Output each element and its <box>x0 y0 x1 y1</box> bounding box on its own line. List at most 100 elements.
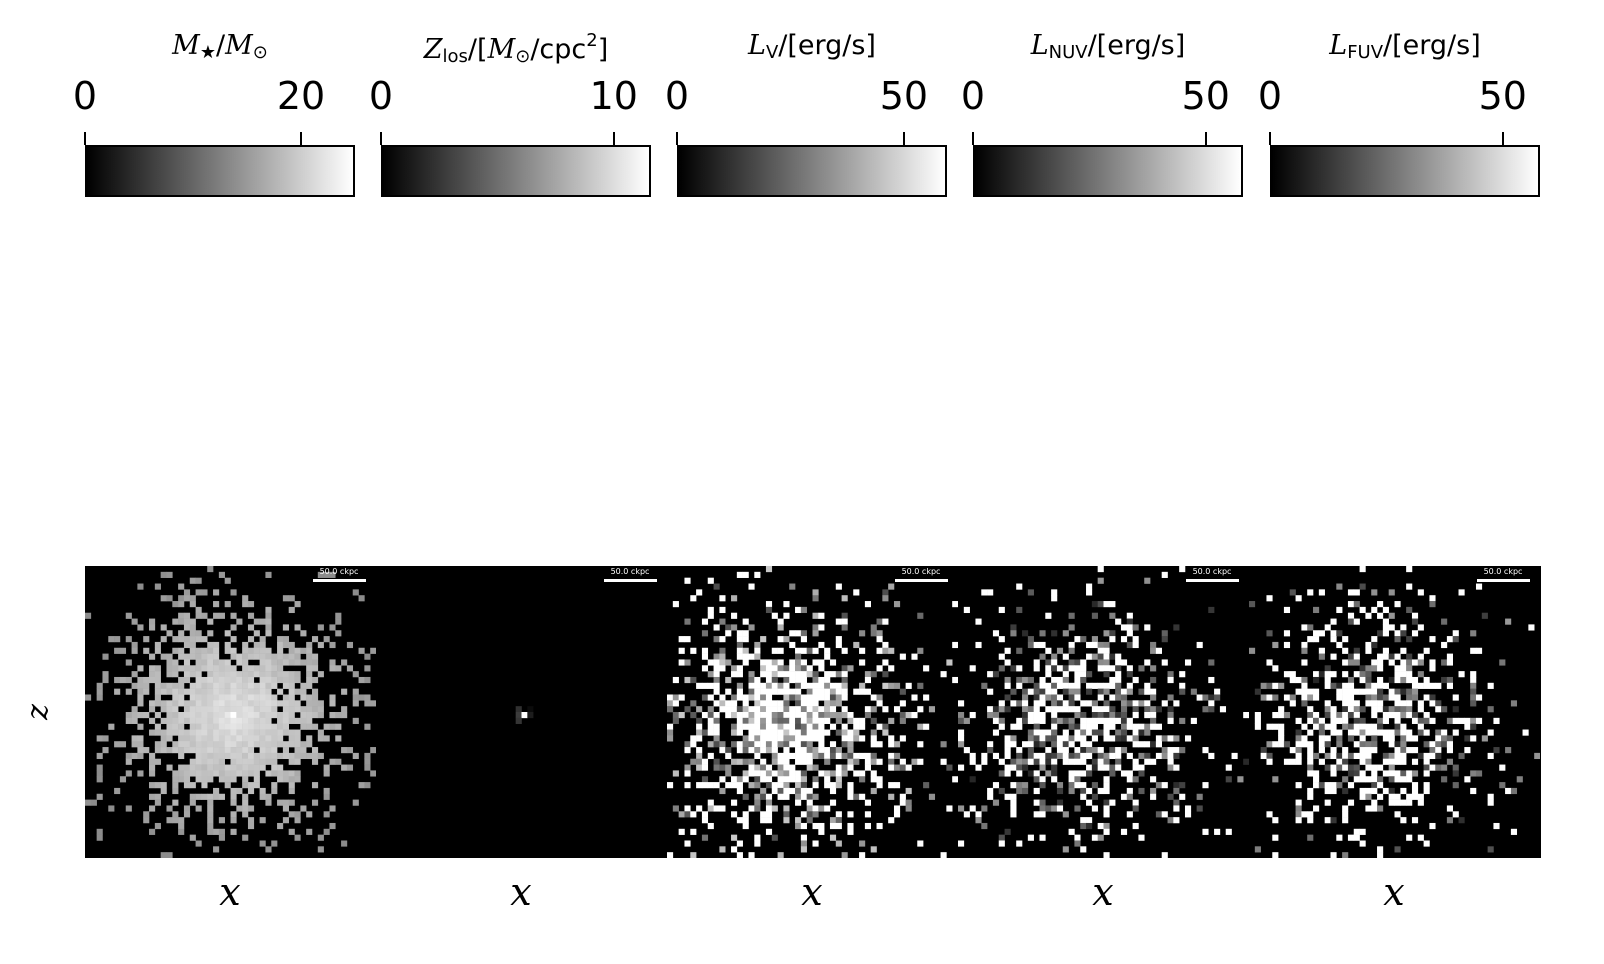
pixel <box>1039 676 1046 684</box>
pixel <box>306 741 313 748</box>
pixel <box>207 653 214 660</box>
pixel <box>352 694 359 701</box>
pixel <box>800 717 807 724</box>
pixel <box>183 712 191 719</box>
pixel <box>1371 712 1378 719</box>
pixel <box>1353 776 1360 783</box>
pixel <box>1086 682 1093 689</box>
pixel <box>1406 712 1413 719</box>
pixel <box>777 717 784 724</box>
pixel <box>1388 688 1395 695</box>
pixel <box>96 776 103 783</box>
pixel <box>172 601 179 608</box>
pixel <box>1004 682 1011 689</box>
pixel <box>1103 641 1110 649</box>
pixel <box>1126 793 1133 800</box>
pixel <box>1033 729 1040 736</box>
pixel <box>189 671 196 678</box>
pixel <box>265 729 272 736</box>
pixel <box>230 776 237 783</box>
pixel <box>893 764 901 771</box>
pixel <box>742 822 749 830</box>
pixel <box>1313 606 1320 614</box>
pixel <box>1400 671 1407 678</box>
pixel <box>806 717 813 724</box>
pixel <box>1452 706 1459 713</box>
pixel <box>1423 682 1430 689</box>
pixel <box>259 641 266 649</box>
pixel <box>870 717 877 724</box>
pixel <box>1301 659 1308 666</box>
pixel <box>1353 688 1360 695</box>
pixel <box>1027 676 1034 684</box>
pixel <box>213 846 220 853</box>
pixel <box>1400 723 1407 730</box>
pixel <box>1109 694 1116 701</box>
pixel <box>1080 729 1087 736</box>
pixel <box>765 676 773 684</box>
pixel <box>725 770 732 777</box>
pixel <box>1342 817 1349 824</box>
pixel <box>1365 747 1372 754</box>
pixel <box>201 793 208 800</box>
pixel <box>736 741 743 748</box>
pixel <box>1056 700 1064 707</box>
pixel <box>300 747 307 754</box>
pixel <box>277 770 284 777</box>
pixel <box>178 776 185 783</box>
pixel <box>230 793 237 800</box>
colorbar-tick-label: 0 <box>1257 74 1283 118</box>
pixel <box>777 636 784 643</box>
pixel <box>1429 659 1436 666</box>
pixel <box>1307 764 1314 771</box>
pixel <box>1074 729 1081 736</box>
pixel <box>1417 729 1424 736</box>
pixel <box>1022 676 1029 684</box>
pixel <box>1109 712 1116 719</box>
pixel <box>1470 717 1477 724</box>
pixel <box>678 636 685 643</box>
pixel <box>864 799 871 806</box>
pixel <box>789 630 796 637</box>
pixel <box>178 700 185 707</box>
pixel <box>1033 700 1040 707</box>
pixel <box>1411 782 1419 789</box>
pixel <box>1080 741 1087 748</box>
pixel <box>154 723 161 730</box>
pixel <box>998 840 1005 847</box>
pixel <box>294 817 301 824</box>
pixel <box>963 717 970 724</box>
pixel <box>294 729 301 736</box>
pixel <box>1120 828 1128 835</box>
pixel <box>795 676 802 684</box>
pixel <box>1068 776 1075 783</box>
pixel <box>1347 618 1355 625</box>
pixel <box>224 729 231 736</box>
pixel <box>85 799 92 806</box>
pixel <box>1184 805 1192 812</box>
pixel <box>958 741 965 748</box>
pixel <box>882 723 889 730</box>
pixel <box>1097 712 1104 719</box>
pixel <box>800 606 807 614</box>
pixel <box>841 618 848 625</box>
pixel <box>859 717 866 724</box>
pixel <box>777 793 784 800</box>
pixel <box>1359 840 1366 847</box>
pixel <box>1470 676 1477 684</box>
pixel <box>1307 787 1314 795</box>
pixel-map <box>1249 566 1540 858</box>
pixel <box>207 828 214 835</box>
pixel <box>329 659 336 666</box>
pixel <box>1062 747 1069 754</box>
pixel <box>777 729 784 736</box>
pixel <box>178 747 185 754</box>
pixel <box>1313 782 1320 789</box>
pixel <box>1313 805 1320 812</box>
pixel <box>1458 589 1465 596</box>
pixel <box>806 787 813 795</box>
pixel <box>195 694 202 701</box>
pixel <box>1411 787 1419 795</box>
pixel <box>282 729 289 736</box>
pixel <box>742 647 749 654</box>
